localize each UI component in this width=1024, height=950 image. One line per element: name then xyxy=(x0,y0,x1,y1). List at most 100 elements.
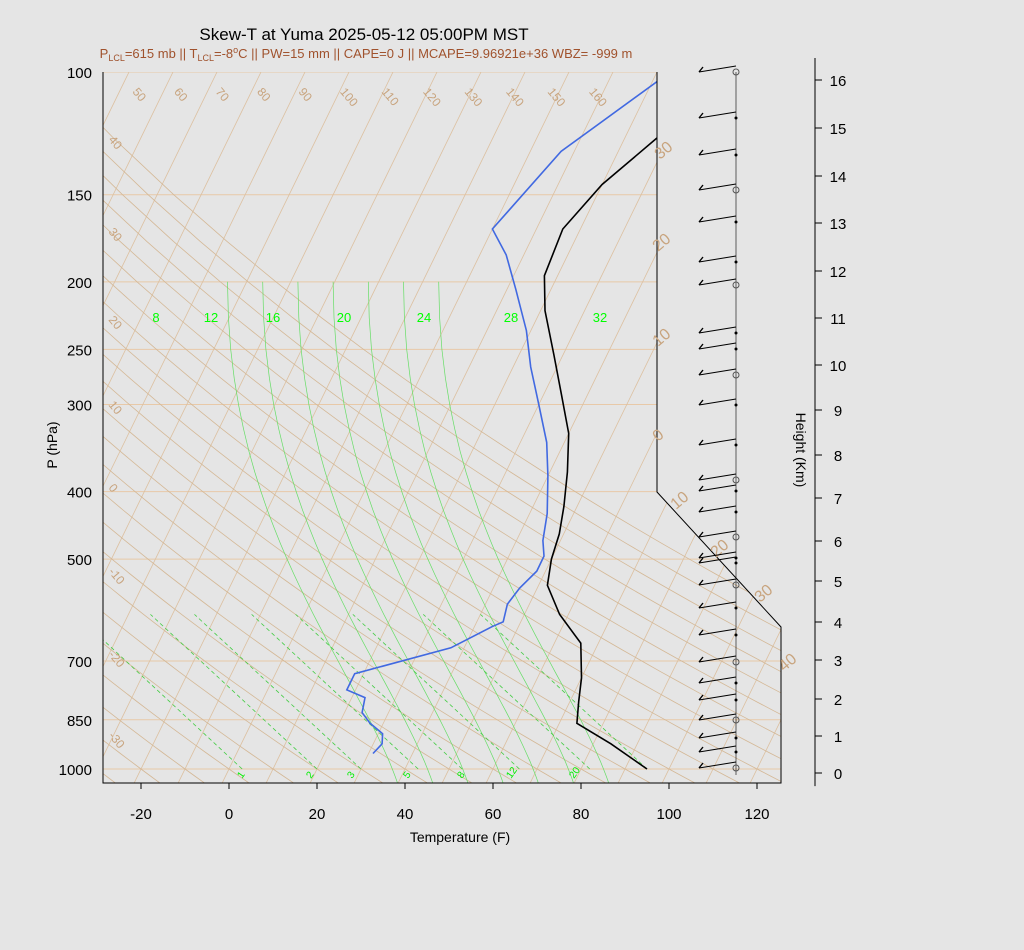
wind-station-dot xyxy=(734,347,738,351)
isotherm-label: 20 xyxy=(650,231,675,256)
wind-station-dot xyxy=(734,443,738,447)
wind-station-dot xyxy=(734,633,738,637)
dry-adiabat-line xyxy=(103,72,781,783)
mixing-ratio-label: 2 xyxy=(304,769,316,780)
wind-barb-flag xyxy=(698,677,704,684)
isotherm-line xyxy=(133,72,482,783)
dry-adiabat-label: 80 xyxy=(254,85,274,104)
wind-barb xyxy=(698,326,737,334)
isotherm-line xyxy=(103,72,394,783)
isotherm-line xyxy=(221,72,570,783)
height-tick-label: 16 xyxy=(830,73,847,90)
wind-calm-circle xyxy=(732,764,740,772)
mixing-ratio-label: 5 xyxy=(401,769,413,780)
height-tick-label: 6 xyxy=(834,534,842,551)
mixing-ratio-label: 8 xyxy=(455,769,467,780)
wind-station-dot xyxy=(734,260,738,264)
pressure-tick-label: 700 xyxy=(67,654,92,671)
wind-barb xyxy=(698,676,737,684)
height-tick-label: 2 xyxy=(834,692,842,709)
isotherm-line xyxy=(397,72,746,783)
mixing-ratio-line xyxy=(295,614,463,770)
wind-barb xyxy=(698,551,737,559)
dry-adiabat-line xyxy=(103,72,781,783)
dry-adiabat-line xyxy=(103,72,340,783)
moist-adiabat-line xyxy=(367,281,539,783)
wind-station-dot xyxy=(734,510,738,514)
wind-barb-flag xyxy=(698,279,704,286)
height-tick-label: 9 xyxy=(834,403,842,420)
wind-barb xyxy=(698,731,737,739)
dry-adiabat-line xyxy=(103,72,206,783)
wind-barb-flag xyxy=(698,327,704,334)
isotherm-line xyxy=(103,72,218,783)
wind-barb xyxy=(698,713,737,721)
isotherm-line xyxy=(177,72,526,783)
height-tick-label: 8 xyxy=(834,448,842,465)
mixing-ratio-line xyxy=(194,614,362,770)
wind-station-dot xyxy=(734,116,738,120)
moist-adiabat-line xyxy=(227,281,399,783)
mixing-ratio-label: 32 xyxy=(593,310,607,325)
isotherm-line xyxy=(573,72,781,783)
height-tick-label: 4 xyxy=(834,615,842,632)
wind-barb xyxy=(698,148,737,156)
isotherm-label: 30 xyxy=(752,582,777,607)
dry-adiabat-label: 90 xyxy=(296,85,316,104)
isotherm-line xyxy=(617,72,781,783)
wind-barb xyxy=(698,761,737,769)
isotherm-line xyxy=(794,72,1024,784)
dry-adiabat-line xyxy=(103,72,296,783)
wind-barb xyxy=(698,342,737,350)
mixing-ratio-line xyxy=(103,614,243,770)
pressure-tick-label: 200 xyxy=(67,275,92,292)
height-tick-label: 3 xyxy=(834,653,842,670)
height-tick-label: 12 xyxy=(830,264,847,281)
moist-adiabat-line xyxy=(438,281,610,783)
mixing-ratio-label: 16 xyxy=(266,310,280,325)
wind-station-dot xyxy=(734,331,738,335)
moist-adiabat-line xyxy=(403,281,575,783)
wind-barb-flag xyxy=(698,732,704,739)
wind-station-dot xyxy=(734,489,738,493)
mixing-ratio-label: 3 xyxy=(345,769,357,780)
dry-adiabat-label: 0 xyxy=(106,481,121,495)
wind-barb xyxy=(698,556,737,564)
isotherm-label: 20 xyxy=(708,537,733,562)
dry-adiabat-line xyxy=(103,72,781,783)
plot-frame xyxy=(102,72,782,784)
dry-adiabat-line xyxy=(103,72,742,783)
wind-barb xyxy=(698,745,737,753)
dry-adiabat-label: -20 xyxy=(106,648,128,671)
wind-station-dot xyxy=(734,220,738,224)
isotherm-line xyxy=(705,72,781,783)
wind-barb xyxy=(698,484,737,492)
sounding-profiles xyxy=(345,72,737,770)
pressure-tick-label: 250 xyxy=(67,342,92,359)
isotherm-line xyxy=(103,72,350,783)
wind-barb-flag xyxy=(698,602,704,609)
height-tick-label: 10 xyxy=(830,358,847,375)
wind-station-dot xyxy=(734,403,738,407)
wind-barb xyxy=(698,398,737,406)
wind-barb-flag xyxy=(698,485,704,492)
dry-adiabat-label: 40 xyxy=(106,133,126,152)
wind-barb-flag xyxy=(698,579,704,586)
plot-border xyxy=(102,72,782,784)
dry-adiabat-label: 110 xyxy=(379,85,402,109)
wind-barb xyxy=(698,368,737,376)
wind-barb-flag xyxy=(698,216,704,223)
isotherm-line xyxy=(103,72,130,783)
mixing-ratio-label: 24 xyxy=(417,310,431,325)
mixing-ratio-line xyxy=(352,614,520,770)
x-tick-label: 120 xyxy=(744,806,769,823)
isotherm-line xyxy=(661,72,781,783)
height-tick-label: 13 xyxy=(830,216,847,233)
mixing-ratio-label: 20 xyxy=(337,310,351,325)
wind-barb-flag xyxy=(698,369,704,376)
dry-adiabat-label: 120 xyxy=(420,85,444,110)
isotherm-line xyxy=(103,72,262,783)
wind-barb-flag xyxy=(698,184,704,191)
height-axis-label: Height (Km) xyxy=(793,413,809,488)
